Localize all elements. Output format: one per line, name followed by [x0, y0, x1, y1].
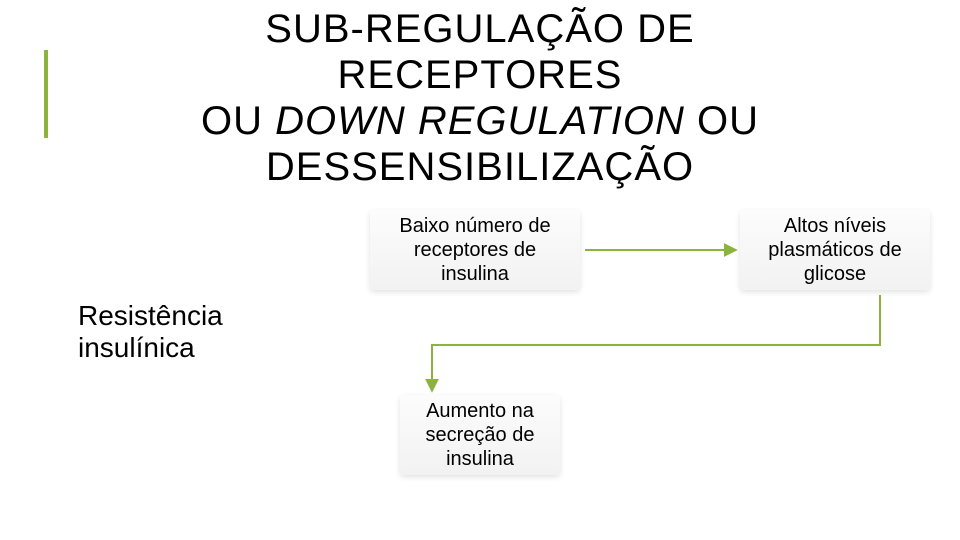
title-line: OU DOWN REGULATION OU [80, 98, 880, 144]
node-text: Aumento na [426, 399, 535, 423]
node-text: plasmáticos de [768, 238, 901, 262]
title-line: RECEPTORES [80, 52, 880, 98]
node-text: insulina [399, 262, 550, 286]
title-line: DESSENSIBILIZAÇÃO [80, 144, 880, 190]
title-line: SUB-REGULAÇÃO DE [80, 6, 880, 52]
accent-rule [44, 50, 48, 138]
page-title: SUB-REGULAÇÃO DERECEPTORESOU DOWN REGULA… [80, 6, 880, 190]
node-text: receptores de [399, 238, 550, 262]
side-label: Resistência insulínica [78, 300, 223, 364]
node-text: glicose [768, 262, 901, 286]
node-insulin-secretion: Aumento na secreção de insulina [400, 395, 560, 475]
side-label-line2: insulínica [78, 332, 223, 364]
node-text: Altos níveis [768, 214, 901, 238]
node-text: insulina [426, 447, 535, 471]
node-low-receptors: Baixo número de receptores de insulina [370, 210, 580, 290]
node-high-glucose: Altos níveis plasmáticos de glicose [740, 210, 930, 290]
node-text: Baixo número de [399, 214, 550, 238]
side-label-line1: Resistência [78, 300, 223, 332]
node-text: secreção de [426, 423, 535, 447]
